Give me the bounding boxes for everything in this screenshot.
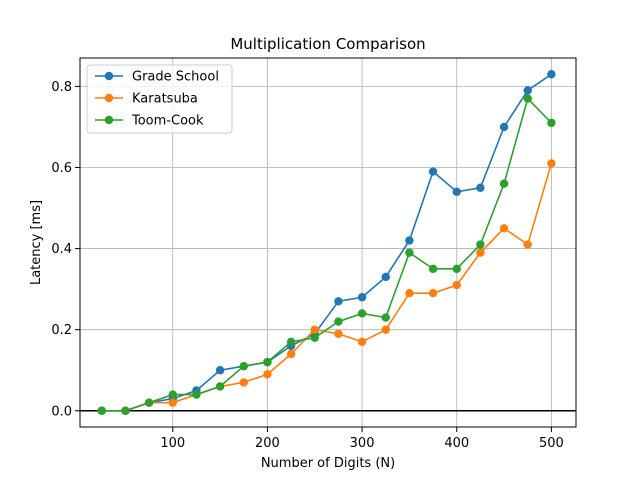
data-point — [523, 94, 532, 103]
legend-label: Toom-Cook — [131, 114, 204, 129]
chart-title: Multiplication Comparison — [230, 35, 425, 53]
legend-box — [86, 64, 233, 134]
data-point — [428, 167, 438, 176]
data-point — [476, 248, 485, 257]
data-point — [310, 333, 319, 342]
y-tick-label: 0.0 — [51, 404, 72, 419]
legend: Grade School Karatsuba Toom-Cook — [86, 64, 233, 134]
data-point — [547, 70, 556, 79]
data-point — [523, 240, 532, 249]
data-point — [499, 224, 509, 233]
data-point — [286, 337, 296, 347]
data-point — [476, 183, 485, 192]
data-point — [405, 236, 414, 245]
data-point — [310, 325, 319, 334]
data-point — [357, 293, 367, 302]
legend-marker — [104, 71, 114, 81]
data-point — [523, 86, 532, 95]
data-point — [452, 280, 461, 290]
y-tick-label: 0.4 — [51, 242, 72, 257]
data-point — [381, 325, 390, 334]
data-point — [239, 361, 248, 371]
legend-marker — [104, 115, 114, 125]
data-point — [381, 313, 390, 322]
x-tick-label: 100 — [160, 436, 185, 451]
x-tick-label: 200 — [255, 436, 280, 451]
data-point — [334, 297, 343, 306]
legend-marker — [104, 93, 114, 103]
data-point — [168, 390, 177, 399]
data-point — [192, 390, 201, 399]
series-layer — [97, 70, 556, 415]
data-point — [263, 370, 272, 379]
data-point — [405, 248, 414, 257]
y-tick-label: 0.6 — [51, 161, 72, 176]
legend-label: Grade School — [132, 70, 219, 85]
x-axis-label: Number of Digits (N) — [261, 456, 395, 471]
data-point — [547, 159, 556, 168]
y-tick-label: 0.8 — [51, 80, 72, 95]
data-point — [121, 406, 130, 415]
data-point — [357, 337, 367, 347]
ticks: 100 200 300 400 500 0.0 0.2 0.4 0.6 0.8 — [51, 80, 563, 451]
legend-item: Grade School — [95, 70, 219, 85]
data-point — [97, 406, 106, 415]
series-toom-cook — [97, 94, 556, 415]
data-point — [499, 122, 509, 132]
legend-item: Karatsuba — [95, 92, 198, 107]
data-point — [357, 309, 367, 318]
x-tick-label: 400 — [444, 436, 469, 451]
data-point — [239, 378, 248, 387]
data-point — [499, 179, 509, 188]
data-point — [286, 349, 296, 359]
y-tick-label: 0.2 — [51, 323, 72, 338]
data-point — [334, 329, 343, 338]
data-point — [452, 264, 461, 274]
plot-frame — [79, 57, 577, 428]
data-point — [452, 187, 461, 197]
data-point — [428, 288, 438, 298]
data-point — [215, 366, 225, 375]
data-point — [476, 240, 485, 249]
data-point — [144, 398, 154, 407]
data-point — [334, 317, 343, 326]
data-point — [168, 398, 177, 407]
data-point — [428, 264, 438, 274]
data-point — [405, 288, 414, 298]
data-point — [215, 382, 225, 391]
data-point — [381, 272, 390, 282]
data-point — [547, 118, 556, 128]
legend-label: Karatsuba — [132, 92, 198, 107]
data-point — [263, 357, 272, 367]
x-tick-label: 500 — [539, 436, 564, 451]
legend-item: Toom-Cook — [95, 114, 204, 129]
x-tick-label: 300 — [350, 436, 375, 451]
y-axis-label: Latency [ms] — [29, 200, 44, 285]
